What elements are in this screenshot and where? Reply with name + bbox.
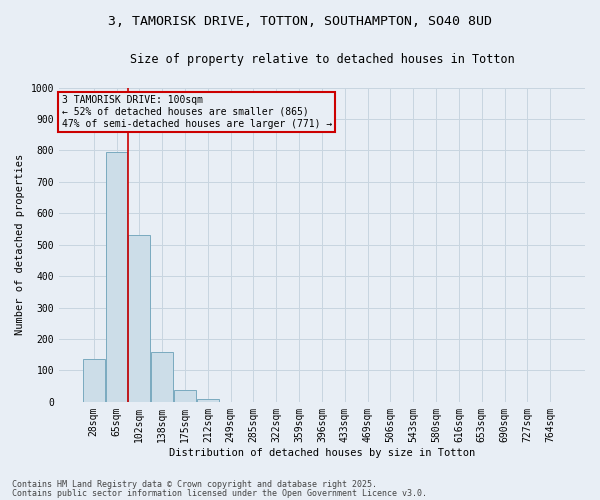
Bar (106, 152, 127, 402)
X-axis label: Distribution of detached houses by size in Totton: Distribution of detached houses by size … (169, 448, 475, 458)
Bar (197, 398, 218, 402)
Text: 3, TAMORISK DRIVE, TOTTON, SOUTHAMPTON, SO40 8UD: 3, TAMORISK DRIVE, TOTTON, SOUTHAMPTON, … (108, 15, 492, 28)
Y-axis label: Number of detached properties: Number of detached properties (15, 154, 25, 336)
Bar (83, 360, 104, 402)
Title: Size of property relative to detached houses in Totton: Size of property relative to detached ho… (130, 52, 514, 66)
Bar (151, 352, 173, 402)
Bar (174, 390, 196, 402)
Bar (128, 235, 150, 402)
Text: 3 TAMORISK DRIVE: 100sqm
← 52% of detached houses are smaller (865)
47% of semi-: 3 TAMORISK DRIVE: 100sqm ← 52% of detach… (62, 96, 332, 128)
Text: Contains HM Land Registry data © Crown copyright and database right 2025.: Contains HM Land Registry data © Crown c… (12, 480, 377, 489)
Text: Contains public sector information licensed under the Open Government Licence v3: Contains public sector information licen… (12, 488, 427, 498)
